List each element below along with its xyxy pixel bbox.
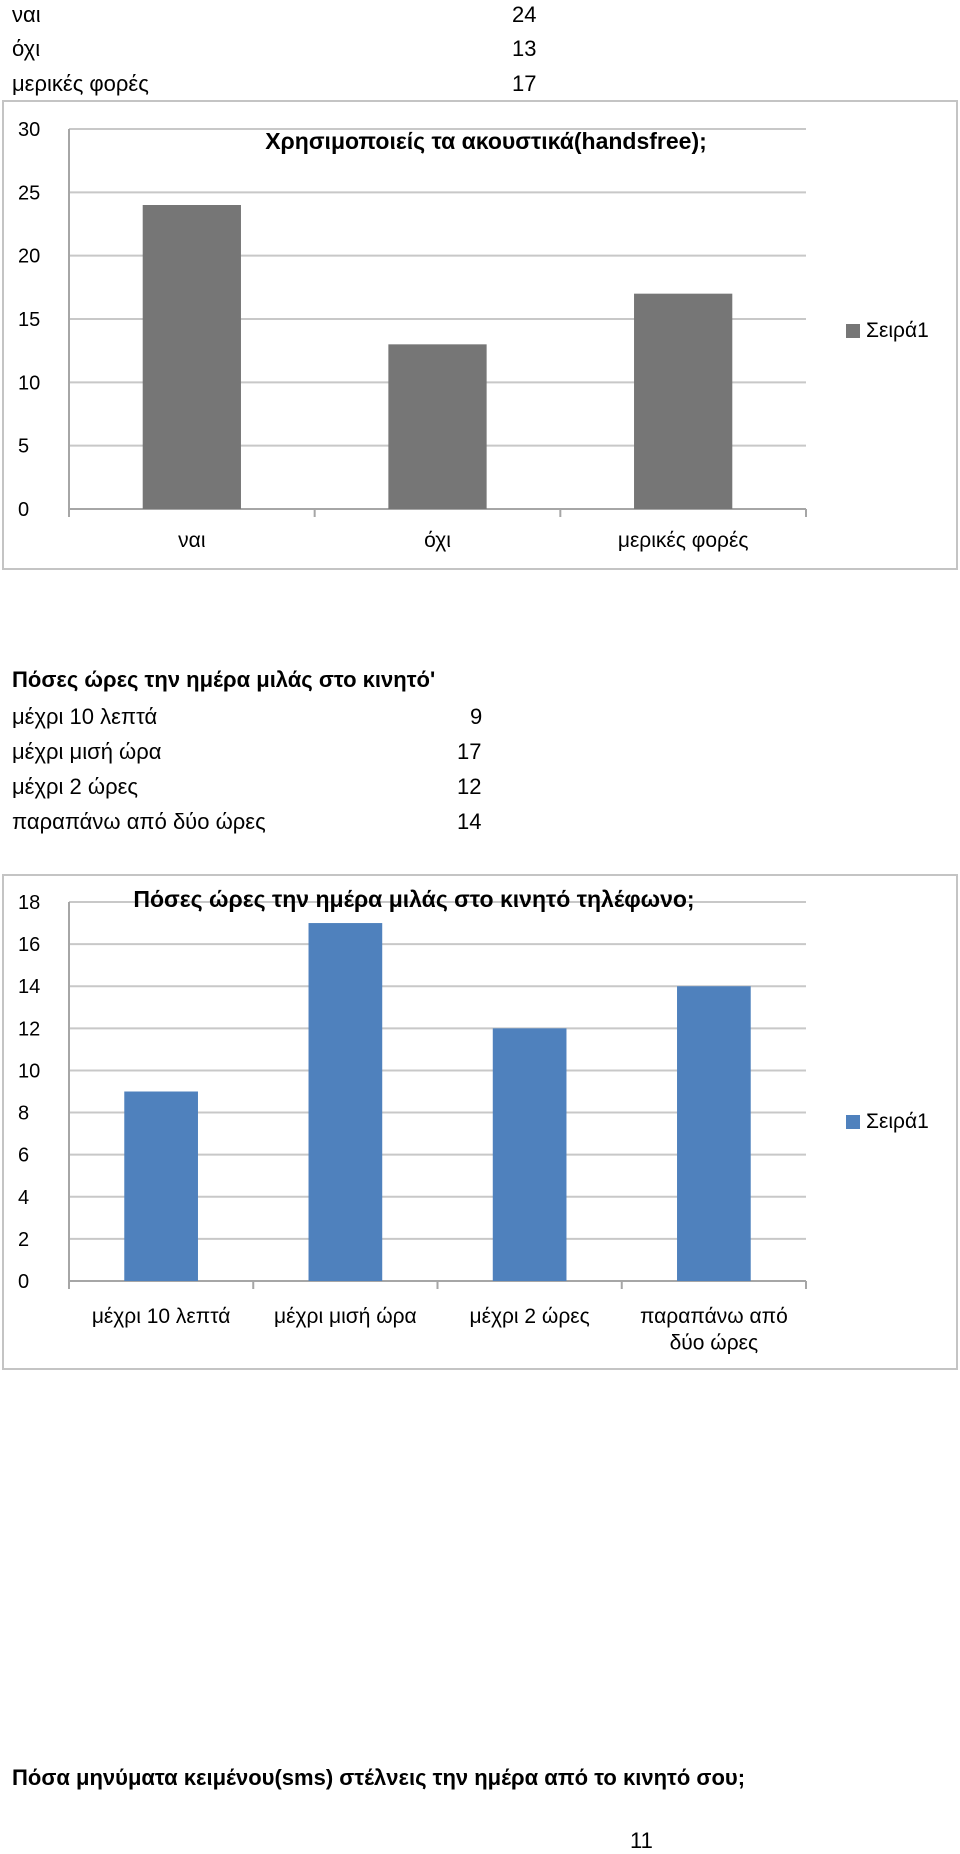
x-category-label: παραπάνω από δύο ώρες: [640, 1305, 788, 1354]
section2-row-label: μέχρι 2 ώρες: [12, 774, 138, 799]
table1-row-value: 13: [512, 36, 537, 61]
section2-row-value: 9: [470, 704, 483, 729]
table1-row-label: μερικές φορές: [12, 71, 149, 96]
section2-row-value: 14: [457, 809, 482, 834]
chart-title: Πόσες ώρες την ημέρα μιλάς στο κινητό τη…: [133, 886, 694, 912]
table1-row-label: ναι: [12, 2, 41, 27]
y-tick-label: 12: [18, 1018, 40, 1040]
y-tick-label: 25: [18, 182, 40, 204]
x-category-label: μέχρι 10 λεπτά: [92, 1305, 231, 1328]
section2-row-value: 17: [457, 739, 482, 764]
y-tick-label: 10: [18, 372, 40, 394]
chart-frame-handsfree: 0 5 10 15 20 25 30 ναι όχι μερικές φορές Χρησιμοπο…: [2, 100, 958, 570]
y-tick-label: 8: [18, 1103, 29, 1125]
section2-heading: Πόσες ώρες την ημέρα μιλάς στο κινητό': [12, 667, 436, 692]
y-tick-label: 5: [18, 436, 29, 458]
x-category-label: όχι: [424, 529, 451, 552]
legend-swatch: [846, 324, 860, 338]
section2-row-label: μέχρι 10 λεπτά: [12, 704, 158, 729]
y-tick-label: 10: [18, 1060, 40, 1082]
y-tick-label: 0: [18, 1271, 29, 1293]
chart-title: Χρησιμοποιείς τα ακουστικά(handsfree);: [265, 128, 707, 154]
y-tick-label: 20: [18, 246, 40, 268]
section2-row-label: μέχρι μισή ώρα: [12, 739, 162, 764]
table1-row-value: 24: [512, 2, 537, 27]
bar: [308, 923, 383, 1281]
y-tick-label: 18: [18, 892, 40, 914]
y-tick-label: 2: [18, 1229, 29, 1251]
y-tick-label: 30: [18, 119, 40, 141]
y-tick-label: 16: [18, 934, 40, 956]
legend-label: Σειρά1: [866, 1110, 929, 1133]
bar: [142, 205, 241, 509]
bar: [124, 1091, 198, 1281]
y-tick-label: 0: [18, 499, 29, 521]
y-tick-label: 14: [18, 976, 40, 998]
page-number: 11: [630, 1828, 653, 1853]
y-tick-label: 15: [18, 309, 40, 331]
section2-row-label: παραπάνω από δύο ώρες: [12, 809, 266, 834]
legend-label: Σειρά1: [866, 319, 929, 342]
table1-row-value: 17: [512, 71, 537, 96]
y-tick-label: 4: [18, 1187, 29, 1209]
table1-row-label: όχι: [12, 36, 41, 61]
section3-heading: Πόσα μηνύματα κειμένου(sms) στέλνεις την…: [12, 1765, 746, 1790]
bar-chart-handsfree: 0 5 10 15 20 25 30 ναι όχι μερικές φορές Χρησιμοπο…: [18, 119, 929, 552]
section2-row-value: 12: [457, 774, 482, 799]
x-category-label: μέχρι μισή ώρα: [274, 1305, 417, 1328]
x-category-label: ναι: [178, 529, 206, 552]
y-tick-label: 6: [18, 1145, 29, 1167]
bar: [492, 1028, 567, 1281]
bar: [634, 293, 733, 509]
chart-frame-talk-hours: 0 2 4 6 8 10 12 14 16 18 μέχρι 10 λεπτά μέχρι μισή …: [2, 874, 958, 1370]
legend-swatch: [846, 1115, 860, 1129]
bar: [677, 986, 751, 1281]
bar: [388, 344, 487, 509]
bar-chart-talk-hours: 0 2 4 6 8 10 12 14 16 18 μέχρι 10 λεπτά μέχρι μισή …: [18, 886, 929, 1354]
x-category-label: μερικές φορές: [618, 529, 749, 552]
x-category-label: μέχρι 2 ώρες: [469, 1305, 589, 1328]
